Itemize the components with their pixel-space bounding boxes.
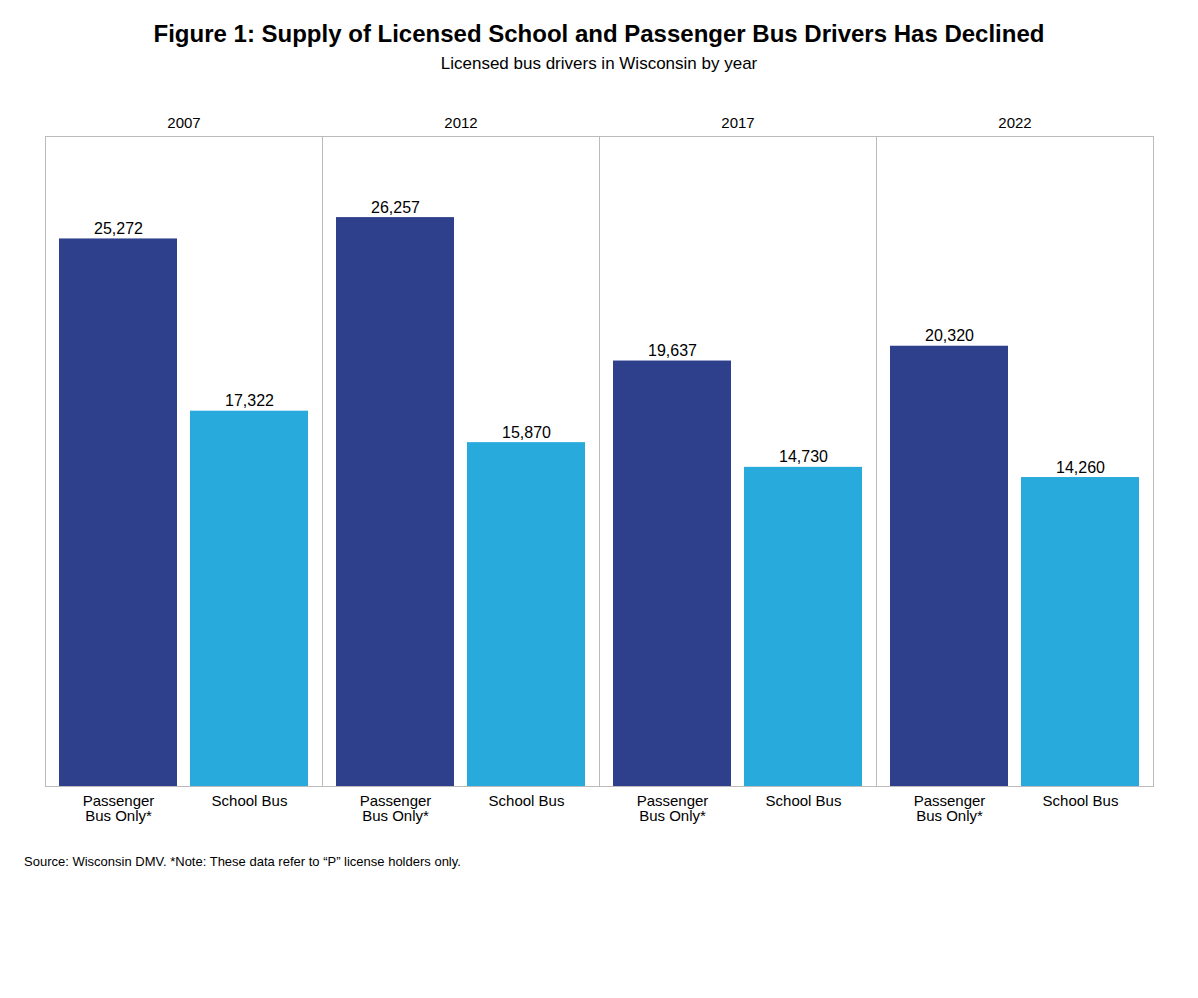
svg-text:PassengerBus Only*: PassengerBus Only* [637,792,709,824]
svg-text:School Bus: School Bus [489,792,565,809]
svg-text:2022: 2022 [998,114,1031,131]
svg-text:14,260: 14,260 [1056,459,1105,476]
svg-text:2007: 2007 [167,114,200,131]
html-text:Licensed bus drivers in Wiscon: Licensed bus drivers in Wisconsin by yea… [440,54,758,73]
svg-text:14,730: 14,730 [779,448,828,465]
html-text:Figure 1: Supply of Licensed S: Figure 1: Supply of Licensed School and … [153,20,1045,47]
svg-text:19,637: 19,637 [648,342,697,359]
svg-text:PassengerBus Only*: PassengerBus Only* [914,792,986,824]
html-text:Source: Wisconsin DMV. *Note:: Source: Wisconsin DMV. *Note: These data… [24,854,461,869]
svg-text:PassengerBus Only*: PassengerBus Only* [83,792,155,824]
svg-text:26,257: 26,257 [371,199,420,216]
svg-text:School Bus: School Bus [766,792,842,809]
svg-text:School Bus: School Bus [1043,792,1119,809]
svg-text:17,322: 17,322 [225,392,274,409]
svg-text:School Bus: School Bus [212,792,288,809]
svg-text:PassengerBus Only*: PassengerBus Only* [360,792,432,824]
svg-text:2012: 2012 [444,114,477,131]
svg-text:15,870: 15,870 [502,424,551,441]
svg-text:2017: 2017 [721,114,754,131]
svg-text:25,272: 25,272 [94,220,143,237]
svg-text:20,320: 20,320 [925,327,974,344]
